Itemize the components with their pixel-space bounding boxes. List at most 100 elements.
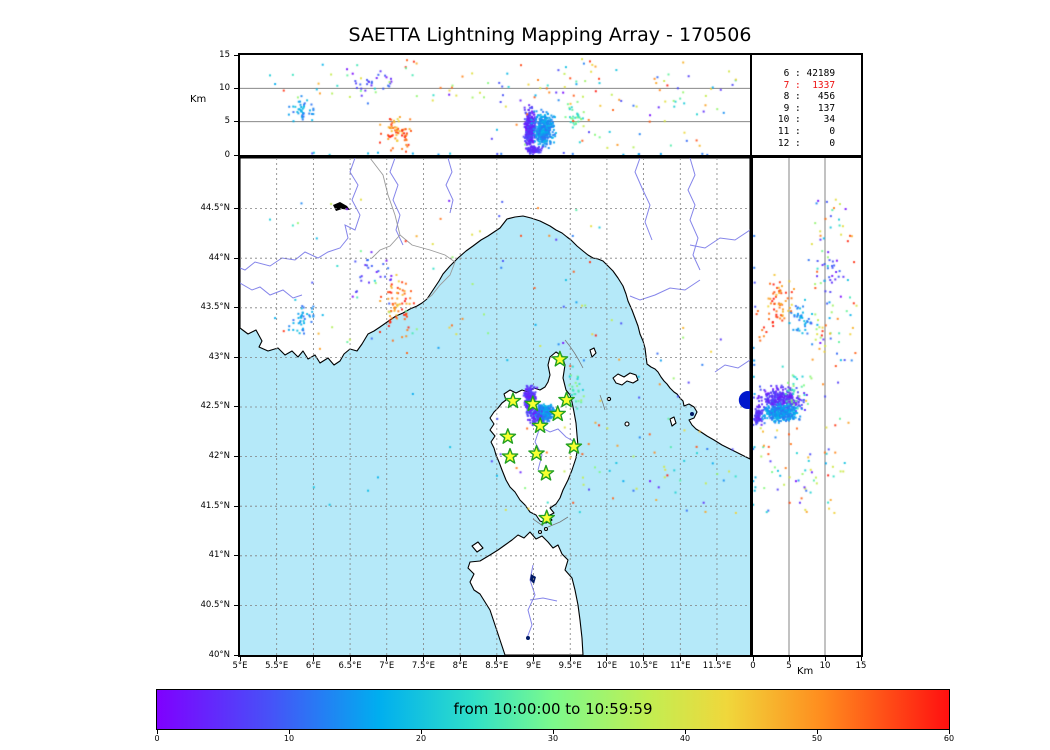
lma-station-star: [504, 392, 522, 409]
colorbar-tick-label: 20: [415, 734, 427, 743]
lon-tick: [239, 657, 241, 661]
lon-tick-label: 6.5°E: [338, 661, 362, 671]
lat-tick-label: 44°N: [208, 252, 230, 263]
source-count-row: 12 : 0: [777, 137, 836, 149]
lon-tick-label: 10°E: [596, 661, 618, 671]
altitude-longitude-panel: [238, 53, 752, 157]
colorbar-tick: [816, 730, 818, 734]
lon-tick: [276, 657, 278, 661]
lon-tick-label: 9.5°E: [558, 661, 582, 671]
alt-tick: [234, 121, 238, 123]
lon-tick-label: 8°E: [452, 661, 468, 671]
colorbar-tick: [288, 730, 290, 734]
lat-tick: [234, 307, 238, 309]
source-count-row: 7 : 1337: [777, 79, 836, 91]
lma-station-star: [499, 428, 517, 444]
lon-tick: [349, 657, 351, 661]
lon-tick-label: 6°E: [305, 661, 321, 671]
lat-tick-label: 41.5°N: [200, 500, 230, 511]
lma-station-star: [549, 405, 566, 422]
lat-tick-label: 42°N: [208, 451, 230, 462]
alt-tick-label: 10: [819, 661, 831, 671]
time-range-label: from 10:00:00 to 10:59:59: [453, 700, 653, 718]
lat-tick: [234, 456, 238, 458]
source-count-row: 6 : 42189: [777, 68, 836, 79]
lat-tick: [234, 257, 238, 259]
lon-tick-label: 7.5°E: [411, 661, 436, 671]
lon-tick: [312, 657, 314, 661]
alt-tick-label: 10: [219, 82, 230, 93]
lat-tick: [234, 555, 238, 557]
figure-title: SAETTA Lightning Mapping Array - 170506: [348, 24, 752, 46]
map-panel: [238, 156, 752, 657]
lon-tick-label: 9°E: [526, 661, 542, 671]
colorbar-tick: [948, 730, 950, 734]
lat-tick: [234, 604, 238, 606]
alt-tick: [824, 657, 826, 661]
alt-tick: [860, 657, 862, 661]
colorbar-tick: [420, 730, 422, 734]
lon-tick-label: 11°E: [670, 661, 691, 671]
source-count-row: 8 : 456: [777, 91, 836, 103]
alt-tick: [234, 87, 238, 89]
altitude-latitude-scatter: [753, 158, 861, 655]
lma-station-star: [501, 447, 519, 464]
lon-tick: [422, 657, 424, 661]
altitude-latitude-panel: [751, 156, 863, 657]
colorbar-tick-label: 60: [943, 734, 955, 743]
colorbar-tick: [156, 730, 158, 734]
time-colorbar: from 10:00:00 to 10:59:59: [156, 689, 950, 730]
lon-tick-label: 5°E: [232, 661, 248, 671]
special-blue-marker: [738, 391, 750, 410]
lon-tick: [716, 657, 718, 661]
alt-tick-label: 0: [224, 149, 230, 160]
lon-tick: [643, 657, 645, 661]
alt-tick: [752, 657, 754, 661]
lon-tick: [569, 657, 571, 661]
altitude-axis-label: Km: [190, 94, 207, 105]
colorbar-tick-label: 0: [154, 734, 160, 743]
source-count-row: 10 : 34: [777, 114, 836, 126]
lat-tick: [234, 505, 238, 507]
lat-tick-label: 41°N: [208, 550, 230, 561]
lat-tick-label: 40°N: [208, 649, 230, 660]
lon-tick-label: 5.5°E: [265, 661, 289, 671]
colorbar-tick-label: 50: [811, 734, 823, 743]
alt-tick-label: 5: [786, 661, 792, 671]
lat-tick-label: 44.5°N: [200, 203, 230, 214]
lon-tick: [606, 657, 608, 661]
lat-tick-label: 43°N: [208, 351, 230, 362]
lma-station-star: [531, 417, 549, 433]
lon-tick: [496, 657, 498, 661]
source-count-row: 11 : 0: [777, 125, 836, 137]
alt-tick: [234, 54, 238, 56]
lon-tick-label: 11.5°E: [702, 661, 732, 671]
alt-tick-label: 15: [855, 661, 867, 671]
lon-tick-label: 8.5°E: [485, 661, 509, 671]
lon-tick: [533, 657, 535, 661]
alt-tick-label: 15: [219, 49, 230, 60]
lon-tick-label: 7°E: [379, 661, 395, 671]
lat-tick-label: 43.5°N: [200, 302, 230, 313]
altitude-longitude-scatter: [240, 55, 750, 155]
map-scatter: [240, 158, 750, 655]
altitude-axis-label: Km: [797, 666, 814, 677]
colorbar-tick: [552, 730, 554, 734]
colorbar-tick-label: 10: [283, 734, 295, 743]
alt-tick-label: 0: [750, 661, 756, 671]
colorbar-tick: [684, 730, 686, 734]
alt-tick-label: 5: [224, 116, 230, 127]
source-count-row: 9 : 137: [777, 102, 836, 114]
station-markers-layer: [499, 350, 750, 526]
colorbar-tick-label: 40: [679, 734, 691, 743]
lon-tick: [459, 657, 461, 661]
lma-station-star: [538, 509, 555, 526]
lat-tick: [234, 356, 238, 358]
lon-tick: [679, 657, 681, 661]
lma-station-star: [565, 438, 583, 454]
lat-tick: [234, 654, 238, 656]
alt-tick: [788, 657, 790, 661]
lma-station-star: [528, 444, 545, 461]
lat-tick-label: 40.5°N: [200, 599, 230, 610]
